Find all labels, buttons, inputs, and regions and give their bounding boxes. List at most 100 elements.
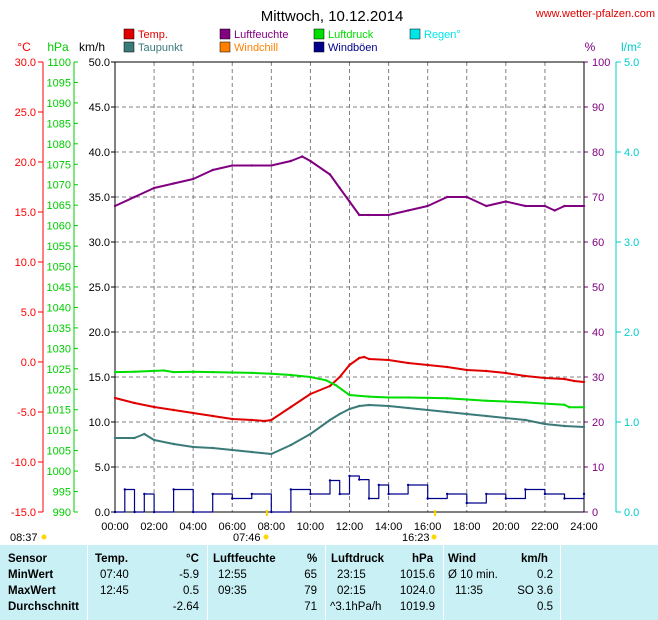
data-point [504,416,508,420]
data-point [338,186,341,190]
pressure-time: 02:15 [337,585,366,597]
data-point [367,213,371,217]
series-line [114,155,584,216]
data-point [334,383,338,387]
series-1 [113,155,586,217]
data-point [543,204,547,208]
humidity-value: 79 [304,585,317,597]
humidity-tick-label: 30 [592,372,604,384]
data-point [113,204,117,208]
wind-value: SO 3.6 [517,585,553,597]
data-point [338,412,341,416]
data-point [504,200,508,203]
rain-tick-label: 3.0 [624,237,639,249]
data-point [309,432,312,436]
data-point [485,204,488,208]
legend-swatch [123,41,135,53]
pressure-value: 1024.0 [399,585,435,597]
site-link[interactable]: www.wetter-pfalzen.com [535,8,655,20]
humidity-header: Luftfeuchte [213,553,276,565]
sun-icon [41,534,47,540]
data-point [446,365,449,369]
data-point [426,497,429,500]
wind-value: 0.2 [537,569,553,581]
humidity-tick-label: 10 [592,462,604,474]
pressure-tick-label: 1100 [47,57,71,69]
humidity-tick-label: 20 [592,417,604,429]
series-4 [113,474,586,514]
wind-tick-label: 45.0 [89,102,110,114]
data-point [367,395,371,398]
humidity-unit-header: % [307,553,318,565]
data-point [211,446,214,450]
data-point [406,209,410,212]
wind-tick-label: 40.0 [89,147,110,159]
legend-swatch [123,28,135,40]
data-point [504,497,508,500]
data-point [191,510,195,514]
temp-value: -2.64 [172,601,199,613]
data-point [250,418,253,422]
pressure-tick-label: 1000 [47,466,71,478]
pressure-tick-label: 1080 [47,139,71,151]
temp-tick-label: -15.0 [11,507,36,519]
wind-tick-label: 10.0 [89,417,110,429]
data-point [568,406,571,409]
data-point [485,414,488,418]
statistics-table: Sensor Temp. °C Luftfeuchte % Luftdruck … [0,545,658,620]
x-tick-label: 18:00 [453,521,481,533]
data-point [465,368,468,372]
humidity-tick-label: 50 [592,282,604,294]
data-point [309,159,312,163]
series-line [114,369,584,409]
x-tick-label: 02:00 [140,521,168,533]
pressure-tick-label: 1030 [47,343,71,355]
legend-swatch [409,28,421,40]
data-point [348,407,351,411]
data-point [191,445,195,449]
data-point [231,497,234,500]
legend-label: Windböen [328,42,378,54]
data-point [309,392,312,396]
humidity-tick-label: 80 [592,147,604,159]
data-point [250,450,253,454]
pressure-tick-label: 1075 [47,159,71,171]
data-point [250,371,253,375]
data-point [582,406,586,409]
data-point [387,213,390,217]
rain-unit-label: l/m² [621,40,641,54]
pressure-tick-label: 1040 [47,302,71,314]
data-point [270,510,273,514]
data-point [406,361,410,365]
data-point [152,369,156,373]
data-point [211,168,214,172]
pressure-value: 1019.9 [399,601,435,613]
plot-frame [114,61,585,513]
stats-row-min: MinWert 07:40 -5.9 12:55 65 23:15 1015.6… [0,568,658,584]
sunset-time: 16:23 [402,532,430,544]
pressure-unit-label: hPa [47,40,69,54]
data-point [270,164,273,167]
data-point [446,410,449,414]
data-point [301,155,304,158]
data-point [113,370,117,374]
data-point [143,492,146,496]
temp-tick-label: 0.0 [21,357,36,369]
rain-tick-label: 1.0 [624,417,639,429]
pressure-tick-label: 990 [53,507,71,519]
data-point [426,204,429,208]
humidity-time: 09:35 [218,585,247,597]
temp-unit-header: °C [186,553,199,565]
data-point [387,358,390,362]
chart-legend: Temp. Luftfeuchte Luftdruck Regen° Taupunkt W… [123,28,461,54]
data-point [358,213,361,217]
data-point [582,492,586,496]
pressure-tick-label: 1085 [47,118,71,130]
stats-row-avg: Durchschnitt -2.64 71 ^3.1hPa/h 1019.9 0… [0,600,658,616]
data-point [250,492,253,496]
x-tick-label: 00:00 [101,521,129,533]
data-point [543,492,547,496]
data-point [582,425,586,429]
chart-title: Mittwoch, 10.12.2014 [261,8,404,25]
legend-swatch [219,28,231,40]
